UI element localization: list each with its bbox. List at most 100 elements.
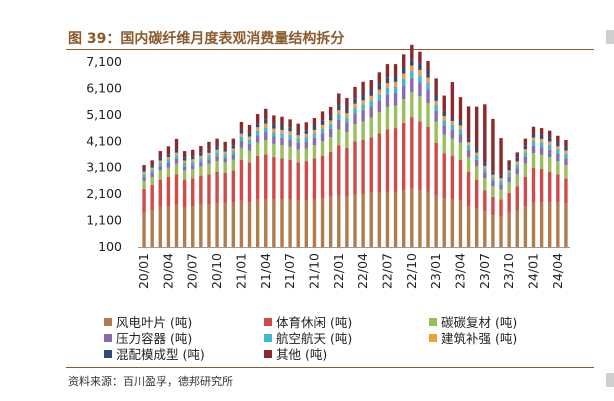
- bar-segment-21-01-s2: [239, 147, 244, 160]
- bar-segment-21-11-s3: [320, 133, 325, 142]
- bar-segment-22-07-s7: [385, 64, 390, 78]
- bar-segment-24-05-s4: [564, 153, 568, 159]
- bar-segment-23-02-s2: [442, 134, 446, 154]
- bar-segment-24-05-s2: [564, 165, 568, 179]
- bar-segment-23-11-s0: [515, 210, 519, 247]
- bar-segment-22-09-s3: [401, 85, 406, 99]
- bar-segment-22-05-s5: [369, 95, 373, 101]
- bar-segment-20-04-s7: [166, 146, 171, 155]
- bar-segment-21-06-s3: [280, 137, 284, 146]
- bar-segment-20-04-s1: [166, 176, 171, 207]
- bar-segment-22-11-s6: [418, 63, 422, 70]
- bar-segment-21-07-s4: [288, 134, 292, 140]
- bar-segment-20-08-s4: [199, 158, 203, 163]
- bar-segment-22-09-s7: [401, 54, 406, 68]
- bar-segment-22-06-s2: [377, 112, 382, 134]
- bar-segment-24-03-s3: [548, 149, 552, 158]
- x-tick-label: 21/01: [233, 253, 248, 289]
- bar-segment-21-06-s6: [280, 125, 284, 130]
- bar-segment-23-01-s0: [434, 195, 438, 247]
- legend-swatch: [264, 333, 272, 342]
- bar-segment-22-07-s5: [385, 83, 390, 88]
- bar-segment-20-09-s7: [207, 141, 211, 150]
- bar-segment-22-08-s7: [393, 64, 398, 76]
- bar-segment-20-05-s6: [174, 149, 179, 153]
- bar-segment-20-01-s2: [142, 180, 146, 189]
- bar-segment-23-09-s3: [499, 184, 503, 190]
- bar-segment-23-11-s1: [515, 186, 519, 210]
- legend-item: 体育休闲 (吨): [264, 312, 352, 331]
- bar-segment-21-10-s7: [312, 118, 317, 126]
- bar-segment-20-03-s6: [158, 157, 162, 161]
- bar-segment-21-04-s4: [264, 127, 268, 133]
- bar-segment-24-04-s5: [556, 146, 560, 150]
- bar-segment-20-08-s3: [199, 162, 203, 167]
- legend-label: 建筑补强 (吨): [441, 331, 518, 346]
- bar-segment-22-06-s0: [377, 192, 382, 247]
- bar-segment-23-12-s2: [523, 163, 528, 177]
- bar-segment-20-03-s2: [158, 170, 162, 180]
- bar-segment-24-04-s4: [556, 149, 560, 154]
- bar-segment-20-04-s2: [166, 167, 171, 177]
- bar-segment-22-11-s3: [418, 82, 422, 97]
- bar-segment-20-05-s0: [174, 204, 179, 247]
- bar-segment-24-03-s1: [548, 171, 552, 203]
- bar-segment-21-12-s3: [328, 128, 333, 138]
- bar-segment-22-09-s4: [401, 78, 406, 86]
- bar-segment-23-06-s0: [474, 208, 479, 247]
- bar-segment-20-06-s7: [182, 151, 187, 158]
- bar-segment-21-03-s7: [255, 114, 260, 124]
- bar-segment-21-07-s1: [288, 159, 292, 200]
- legend-swatch: [264, 349, 272, 358]
- bar-segment-23-07-s4: [483, 168, 487, 173]
- bar-segment-21-08-s1: [296, 162, 300, 201]
- bar-segment-20-05-s2: [174, 163, 179, 175]
- bar-segment-22-04-s4: [361, 104, 365, 111]
- bar-segment-23-07-s1: [483, 190, 487, 212]
- bar-segment-20-08-s6: [199, 152, 203, 156]
- bar-segment-20-08-s2: [199, 166, 203, 176]
- bar-segment-22-10-s6: [410, 59, 414, 66]
- bar-segment-20-09-s1: [207, 174, 211, 205]
- bar-segment-21-02-s4: [247, 139, 252, 144]
- bar-segment-23-08-s1: [491, 196, 495, 216]
- bar-segment-22-12-s1: [426, 126, 430, 192]
- bar-segment-23-12-s1: [523, 176, 528, 207]
- bar-segment-23-08-s7: [491, 118, 495, 172]
- bar-segment-22-05-s3: [369, 106, 373, 118]
- adjacent-figure-edge-bottom: [606, 373, 614, 387]
- bar-segment-23-10-s0: [507, 212, 511, 247]
- bar-segment-21-09-s4: [304, 137, 309, 142]
- bar-segment-23-11-s2: [515, 174, 519, 187]
- x-tick-label: 24/04: [550, 253, 565, 289]
- bar-segment-22-10-s0: [410, 188, 414, 247]
- bar-segment-20-06-s4: [182, 162, 187, 167]
- bar-segment-22-09-s1: [401, 122, 406, 191]
- bar-segment-24-04-s3: [556, 153, 560, 162]
- bar-segment-21-07-s5: [288, 131, 292, 135]
- bar-segment-23-10-s6: [507, 166, 511, 171]
- bar-segment-23-12-s5: [523, 149, 528, 153]
- bar-segment-23-10-s4: [507, 173, 511, 177]
- bar-segment-21-04-s3: [264, 132, 268, 140]
- bar-segment-23-03-s0: [450, 199, 455, 247]
- bar-segment-21-03-s4: [255, 130, 260, 136]
- bar-segment-22-03-s2: [353, 124, 357, 142]
- bar-segment-23-06-s1: [474, 179, 479, 209]
- bar-segment-23-07-s6: [483, 162, 487, 166]
- bar-segment-20-04-s0: [166, 206, 171, 247]
- legend-swatch: [264, 317, 272, 326]
- bar-segment-24-04-s2: [556, 161, 560, 175]
- bar-segment-23-03-s5: [450, 120, 455, 125]
- bar-segment-20-10-s7: [215, 138, 219, 147]
- bar-segment-21-05-s6: [272, 124, 276, 129]
- bar-segment-21-11-s6: [320, 120, 325, 125]
- bar-segment-20-08-s1: [199, 175, 203, 205]
- bar-segment-23-05-s0: [466, 206, 471, 247]
- bar-segment-22-06-s6: [377, 84, 382, 90]
- bar-segment-22-06-s4: [377, 94, 382, 101]
- bar-segment-23-12-s4: [523, 152, 528, 157]
- bar-segment-21-05-s3: [272, 136, 276, 144]
- bar-segment-22-11-s7: [418, 51, 422, 64]
- x-tick-label: 24/01: [526, 253, 541, 289]
